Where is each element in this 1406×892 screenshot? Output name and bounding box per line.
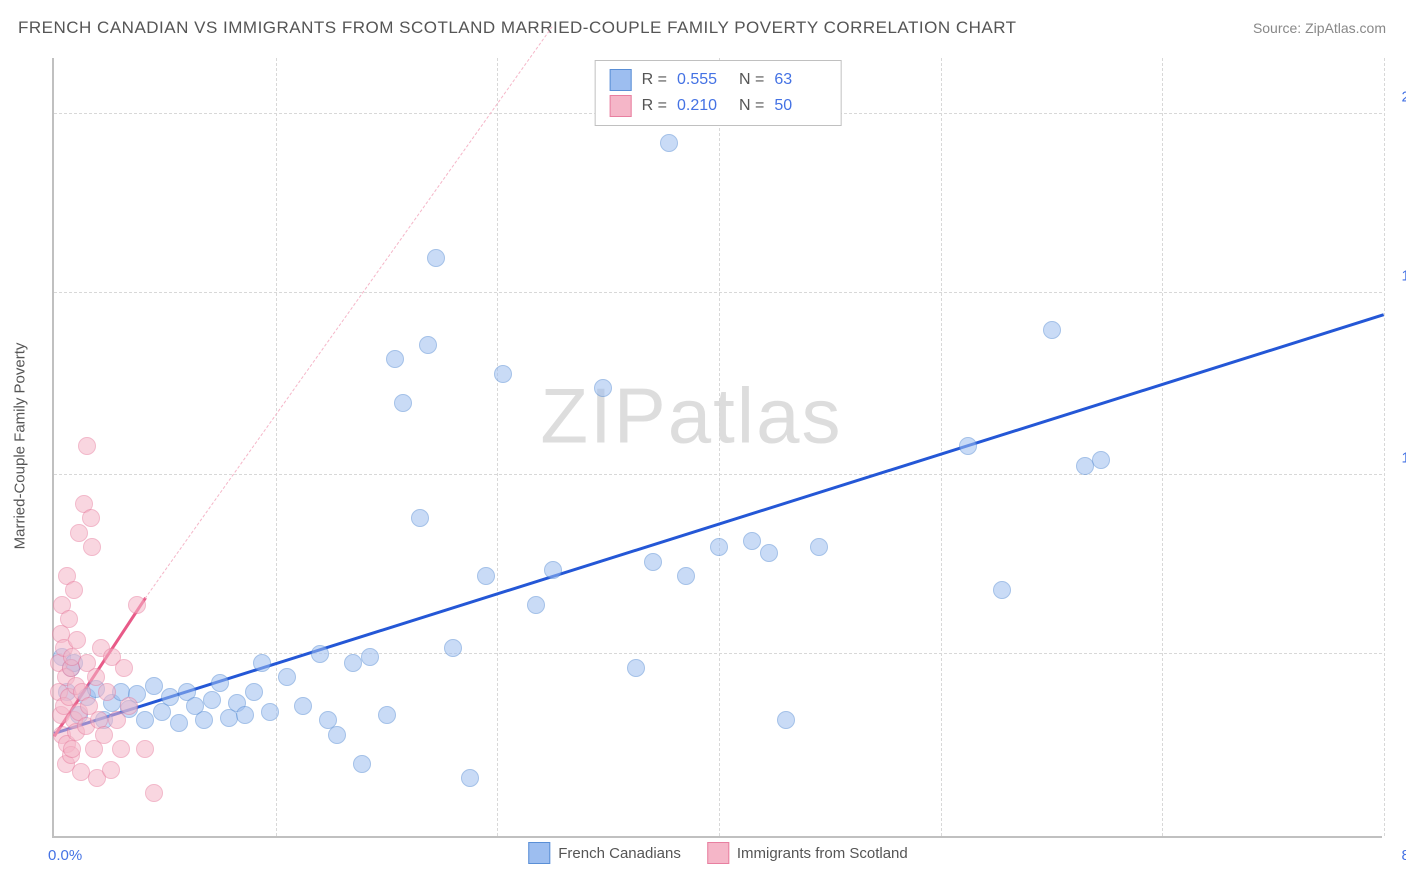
chart-plot-area: ZIPatlas 6.3%12.5%18.8%25.0%0.0%80.0%R =…: [52, 58, 1382, 838]
legend-swatch: [610, 95, 632, 117]
scatter-point: [95, 726, 113, 744]
scatter-point: [494, 365, 512, 383]
scatter-point: [1092, 451, 1110, 469]
scatter-point: [1076, 457, 1094, 475]
scatter-point: [65, 581, 83, 599]
gridline-vertical: [497, 58, 498, 836]
scatter-point: [161, 688, 179, 706]
legend-stats: R = 0.555N = 63R = 0.210N = 50: [595, 60, 842, 126]
scatter-point: [261, 703, 279, 721]
scatter-point: [203, 691, 221, 709]
scatter-point: [353, 755, 371, 773]
scatter-point: [594, 379, 612, 397]
scatter-point: [145, 784, 163, 802]
legend-series-label: Immigrants from Scotland: [737, 845, 908, 862]
scatter-point: [311, 645, 329, 663]
scatter-point: [211, 674, 229, 692]
scatter-point: [378, 706, 396, 724]
y-axis-label: Married-Couple Family Poverty: [12, 343, 29, 550]
scatter-point: [102, 761, 120, 779]
gridline-vertical: [1162, 58, 1163, 836]
scatter-point: [627, 659, 645, 677]
scatter-point: [527, 596, 545, 614]
y-tick-label: 12.5%: [1401, 449, 1406, 466]
scatter-point: [236, 706, 254, 724]
scatter-point: [136, 740, 154, 758]
scatter-point: [278, 668, 296, 686]
scatter-point: [136, 711, 154, 729]
scatter-point: [544, 561, 562, 579]
scatter-point: [70, 524, 88, 542]
scatter-point: [78, 437, 96, 455]
scatter-point: [245, 683, 263, 701]
source-label: Source: ZipAtlas.com: [1253, 20, 1386, 36]
scatter-point: [195, 711, 213, 729]
scatter-point: [120, 697, 138, 715]
scatter-point: [644, 553, 662, 571]
scatter-point: [108, 711, 126, 729]
scatter-point: [361, 648, 379, 666]
scatter-point: [394, 394, 412, 412]
scatter-point: [128, 596, 146, 614]
scatter-point: [1043, 321, 1061, 339]
legend-series: French Canadians Immigrants from Scotland: [528, 842, 907, 864]
scatter-point: [760, 544, 778, 562]
legend-series-label: French Canadians: [558, 845, 681, 862]
scatter-point: [411, 509, 429, 527]
scatter-point: [294, 697, 312, 715]
legend-series-item: French Canadians: [528, 842, 681, 864]
gridline-vertical: [276, 58, 277, 836]
scatter-point: [427, 249, 445, 267]
scatter-point: [83, 538, 101, 556]
scatter-point: [444, 639, 462, 657]
scatter-point: [253, 654, 271, 672]
scatter-point: [328, 726, 346, 744]
scatter-point: [170, 714, 188, 732]
legend-stats-row: R = 0.210N = 50: [610, 93, 827, 119]
gridline-horizontal: [54, 474, 1382, 475]
gridline-vertical: [941, 58, 942, 836]
scatter-point: [660, 134, 678, 152]
x-max-label: 80.0%: [1401, 847, 1406, 864]
scatter-point: [477, 567, 495, 585]
scatter-point: [63, 740, 81, 758]
scatter-point: [777, 711, 795, 729]
chart-title: FRENCH CANADIAN VS IMMIGRANTS FROM SCOTL…: [18, 18, 1017, 38]
scatter-point: [60, 610, 78, 628]
scatter-point: [710, 538, 728, 556]
scatter-point: [145, 677, 163, 695]
scatter-point: [743, 532, 761, 550]
scatter-point: [344, 654, 362, 672]
x-min-label: 0.0%: [48, 847, 82, 864]
scatter-point: [419, 336, 437, 354]
scatter-point: [72, 763, 90, 781]
watermark: ZIPatlas: [540, 370, 842, 461]
scatter-point: [386, 350, 404, 368]
scatter-point: [82, 509, 100, 527]
legend-series-item: Immigrants from Scotland: [707, 842, 908, 864]
legend-swatch: [707, 842, 729, 864]
y-tick-label: 18.8%: [1401, 267, 1406, 284]
legend-swatch: [528, 842, 550, 864]
scatter-point: [115, 659, 133, 677]
scatter-point: [993, 581, 1011, 599]
scatter-point: [68, 631, 86, 649]
y-tick-label: 25.0%: [1401, 88, 1406, 105]
scatter-point: [98, 683, 116, 701]
gridline-vertical: [719, 58, 720, 836]
legend-swatch: [610, 69, 632, 91]
scatter-point: [112, 740, 130, 758]
gridline-vertical: [1384, 58, 1385, 836]
scatter-point: [810, 538, 828, 556]
gridline-horizontal: [54, 653, 1382, 654]
gridline-horizontal: [54, 292, 1382, 293]
scatter-point: [959, 437, 977, 455]
legend-stats-row: R = 0.555N = 63: [610, 67, 827, 93]
scatter-point: [677, 567, 695, 585]
scatter-point: [461, 769, 479, 787]
